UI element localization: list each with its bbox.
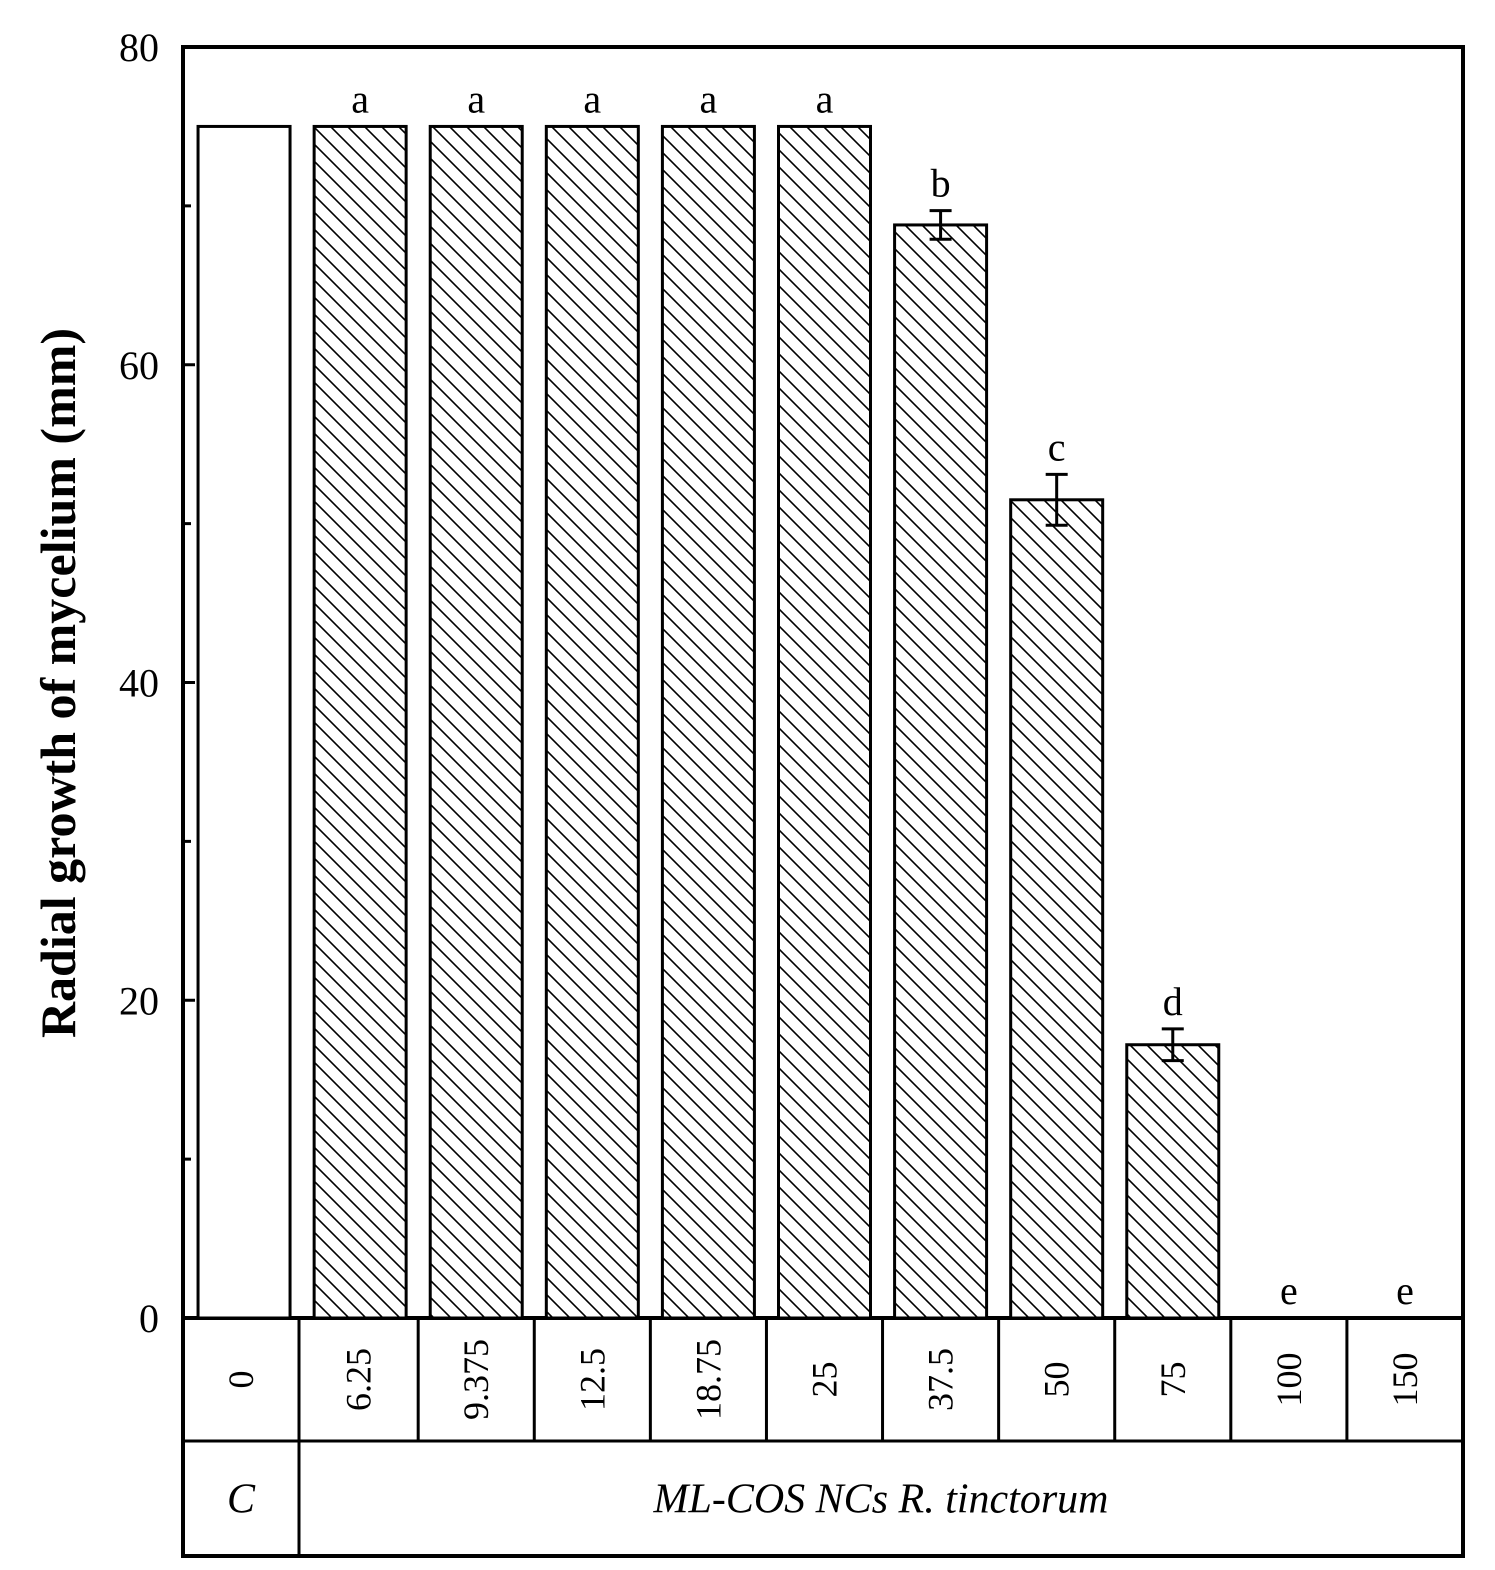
bar-75 [1125,1043,1221,1320]
labels-layer: 0 20 40 60 80 a a a a a b c d e e 0 6.25 9.375 12.5 18.75 25… [119,25,1425,1523]
significance-letter: d [1163,979,1183,1024]
x-category-label: 75 [1153,1362,1193,1398]
significance-letter: c [1048,424,1066,469]
significance-letter: e [1280,1268,1298,1313]
significance-letter: a [700,76,718,121]
significance-letter: a [816,76,834,121]
x-category-label: 25 [805,1362,845,1398]
x-category-label: 50 [1037,1362,1077,1398]
x-group-label: ML-COS NCs R. tinctorum [652,1477,1108,1523]
y-tick-label: 60 [119,343,159,388]
bars-layer [196,124,1221,1320]
significance-letter: b [931,161,951,206]
x-category-label: 12.5 [572,1348,612,1411]
significance-letter: a [583,76,601,121]
y-tick-label: 20 [119,978,159,1023]
significance-letter: a [467,76,485,121]
bar-12.5 [544,124,640,1320]
bar-0 [196,124,292,1320]
bar-6.25 [312,124,408,1320]
x-category-label: 9.375 [456,1339,496,1420]
y-tick-label: 40 [119,661,159,706]
bar-25 [777,124,872,1320]
y-tick-label: 80 [119,25,159,70]
x-category-label: 100 [1269,1353,1309,1407]
bar-9.375 [428,124,524,1320]
y-tick-label: 0 [139,1296,159,1341]
bar-50 [1009,498,1105,1320]
x-category-label: 0 [221,1371,261,1389]
y-axis-label: Radial growth of mycelium (mm) [30,328,86,1038]
x-category-label: 6.25 [339,1348,379,1411]
bar-18.75 [660,124,756,1320]
x-category-label: 37.5 [921,1348,961,1411]
x-group-label: C [227,1477,256,1523]
x-category-label: 150 [1385,1353,1425,1407]
significance-letter: e [1396,1268,1414,1313]
significance-letter: a [351,76,369,121]
bar-37.5 [893,223,989,1320]
x-category-label: 18.75 [688,1339,728,1420]
